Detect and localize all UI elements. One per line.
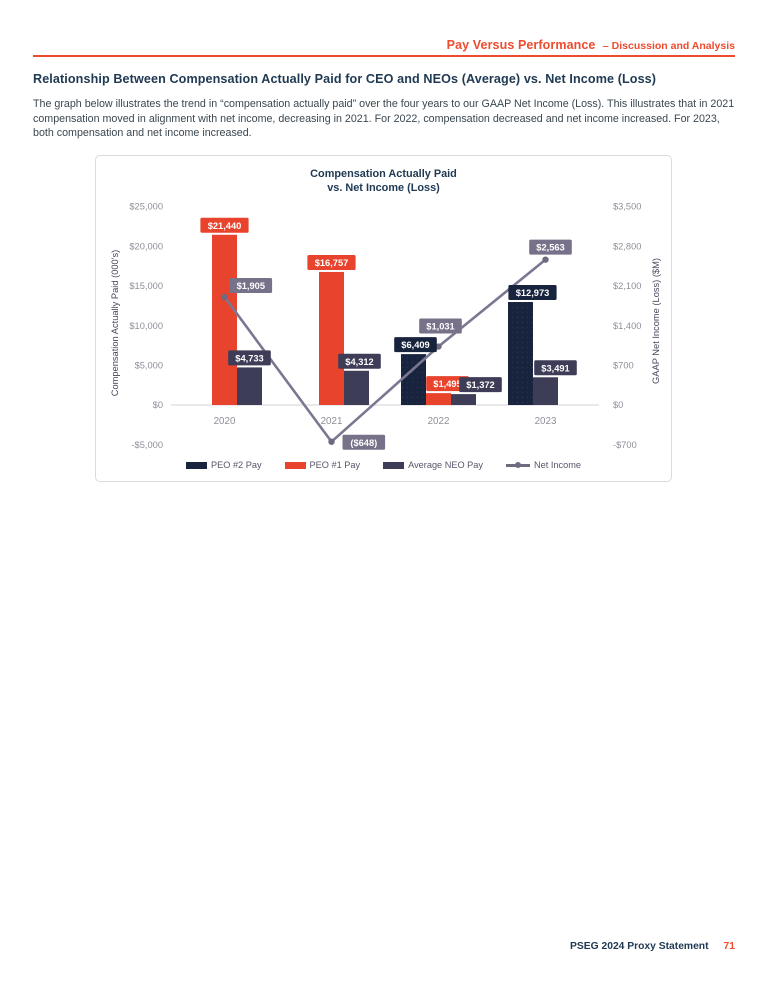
svg-text:$3,500: $3,500: [613, 202, 641, 212]
header-title: Pay Versus Performance: [446, 38, 596, 52]
section-heading: Relationship Between Compensation Actual…: [33, 72, 657, 86]
svg-text:$2,563: $2,563: [536, 243, 564, 253]
svg-text:$2,100: $2,100: [613, 281, 641, 291]
peo1-pay-swatch-icon: [284, 461, 306, 469]
svg-text:($648): ($648): [350, 438, 377, 448]
svg-text:$1,905: $1,905: [237, 281, 265, 291]
svg-text:$1,400: $1,400: [613, 321, 641, 331]
svg-text:$4,312: $4,312: [345, 357, 373, 367]
peo2-pay-swatch-icon: [185, 461, 207, 469]
footer-page-number: 71: [723, 941, 735, 952]
svg-text:2020: 2020: [214, 416, 236, 427]
svg-text:-$700: -$700: [613, 440, 637, 450]
svg-text:$1,031: $1,031: [426, 322, 454, 332]
legend-label: Net Income: [534, 460, 581, 470]
svg-text:$3,491: $3,491: [541, 363, 569, 373]
page-header: Pay Versus Performance – Discussion and …: [447, 36, 735, 54]
legend-item-average-neo-pay: Average NEO Pay: [383, 460, 483, 470]
svg-text:$6,409: $6,409: [401, 340, 429, 350]
chart-title-line1: Compensation Actually Paid: [310, 168, 457, 180]
chart-title-line2: vs. Net Income (Loss): [327, 182, 440, 194]
header-subtitle: – Discussion and Analysis: [602, 40, 735, 52]
svg-text:$1,495: $1,495: [433, 379, 461, 389]
chart-legend: PEO #2 Pay PEO #1 Pay Average NEO Pay Ne…: [96, 460, 671, 470]
chart-title: Compensation Actually Paid vs. Net Incom…: [96, 167, 671, 195]
legend-label: PEO #1 Pay: [309, 460, 361, 470]
svg-text:$15,000: $15,000: [129, 281, 163, 291]
intro-paragraph: The graph below illustrates the trend in…: [33, 98, 735, 140]
legend-label: PEO #2 Pay: [210, 460, 262, 470]
svg-text:$1,372: $1,372: [466, 380, 494, 390]
svg-text:$21,440: $21,440: [208, 221, 242, 231]
svg-text:$12,973: $12,973: [516, 288, 550, 298]
header-rule: [33, 55, 735, 57]
net-income-line-swatch-icon: [506, 461, 531, 469]
chart-card: Compensation Actually Paid vs. Net Incom…: [95, 155, 672, 482]
svg-text:$0: $0: [153, 400, 163, 410]
svg-text:$700: $700: [613, 361, 634, 371]
average-neo-pay-swatch-icon: [383, 461, 405, 469]
chart-plot: $25,000 $20,000 $15,000 $10,000 $5,000 $0 -$5,…: [129, 202, 641, 450]
legend-label: Average NEO Pay: [408, 460, 484, 470]
svg-text:$2,800: $2,800: [613, 241, 641, 251]
svg-text:2023: 2023: [535, 416, 557, 427]
svg-text:$4,733: $4,733: [235, 353, 263, 363]
svg-text:-$5,000: -$5,000: [131, 440, 163, 450]
svg-text:$25,000: $25,000: [129, 202, 163, 212]
legend-item-peo2-pay: PEO #2 Pay: [185, 460, 262, 470]
legend-item-net-income: Net Income: [506, 460, 581, 470]
legend-item-peo1-pay: PEO #1 Pay: [284, 460, 361, 470]
svg-text:$16,757: $16,757: [315, 258, 349, 268]
footer-text: PSEG 2024 Proxy Statement: [570, 941, 709, 952]
svg-text:$20,000: $20,000: [129, 241, 163, 251]
svg-text:$10,000: $10,000: [129, 321, 163, 331]
svg-text:$0: $0: [613, 400, 623, 410]
page-footer: PSEG 2024 Proxy Statement 71: [570, 941, 735, 952]
svg-text:$5,000: $5,000: [135, 361, 163, 371]
svg-text:2021: 2021: [321, 416, 343, 427]
svg-text:2022: 2022: [428, 416, 450, 427]
